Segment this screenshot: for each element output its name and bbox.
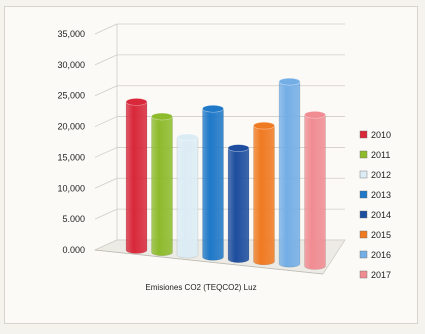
bar-top xyxy=(176,133,199,142)
bar-body xyxy=(253,125,275,266)
y-axis-ticks: 0.000 5.000 10,000 15,000 20,000 25,000 30,000… xyxy=(57,29,85,255)
bar-top xyxy=(125,98,148,106)
bar-2012 xyxy=(176,133,199,259)
y-tick-label: 30,000 xyxy=(57,60,85,70)
legend-item-2013: 2013 xyxy=(359,190,391,200)
gridline-depth-4 xyxy=(94,116,118,127)
bar-body xyxy=(176,137,199,259)
bar-top xyxy=(202,104,224,113)
bar-2010 xyxy=(125,98,148,254)
legend-label: 2014 xyxy=(371,210,391,220)
bars xyxy=(125,77,326,270)
bar-2016 xyxy=(278,77,301,268)
bar-body xyxy=(227,147,250,263)
y-tick-label: 0.000 xyxy=(62,245,85,255)
gridline-depth-2 xyxy=(94,177,118,189)
x-axis-line xyxy=(94,249,324,275)
legend-label: 2013 xyxy=(371,190,391,200)
bar-top xyxy=(253,121,275,130)
bar-body xyxy=(304,114,326,270)
bar-top xyxy=(278,77,301,86)
bar-top xyxy=(304,111,326,119)
legend-item-2016: 2016 xyxy=(359,250,391,260)
bar-2013 xyxy=(202,104,224,261)
bar-2017 xyxy=(304,111,326,270)
gridline-depth-3 xyxy=(94,147,118,158)
legend-swatch xyxy=(359,170,368,179)
bar-top xyxy=(151,112,173,121)
chart-frame: 0.000 5.000 10,000 15,000 20,000 25,000 30,000… xyxy=(4,6,418,324)
gridline-depth-6 xyxy=(94,54,118,66)
y-tick-label: 20,000 xyxy=(57,122,85,132)
bar-body xyxy=(151,116,173,257)
legend-label: 2011 xyxy=(371,150,390,160)
legend-item-2012: 2012 xyxy=(359,170,391,180)
y-tick-label: 35,000 xyxy=(57,29,85,39)
bar-top xyxy=(227,144,250,152)
legend-label: 2015 xyxy=(371,230,391,240)
legend-swatch xyxy=(359,230,368,239)
bar-body xyxy=(125,101,148,254)
bar-body xyxy=(278,81,301,268)
chart-svg: 0.000 5.000 10,000 15,000 20,000 25,000 30,000… xyxy=(57,23,391,292)
legend-item-2015: 2015 xyxy=(359,230,391,240)
bar-2015 xyxy=(253,121,275,266)
legend-swatch xyxy=(359,130,368,139)
bar-2011 xyxy=(151,112,173,257)
bar-2014 xyxy=(227,144,250,263)
legend-swatch xyxy=(359,190,368,199)
y-tick-label: 15,000 xyxy=(57,152,85,162)
legend-swatch xyxy=(359,210,368,219)
legend-item-2011: 2011 xyxy=(359,150,390,160)
legend-item-2017: 2017 xyxy=(359,270,391,280)
gridline-depth-5 xyxy=(94,85,118,97)
legend-label: 2012 xyxy=(371,170,391,180)
bar-body xyxy=(202,108,224,261)
y-tick-label: 10,000 xyxy=(57,183,85,193)
legend-label: 2010 xyxy=(371,130,391,140)
gridline-depth-1 xyxy=(94,208,118,220)
legend-label: 2016 xyxy=(371,250,391,260)
x-axis-label: Emisiones CO2 (TEQCO2) Luz xyxy=(145,283,256,292)
legend: 2010 2011 2012 2013 2014 2015 2016 2017 xyxy=(359,130,391,280)
legend-item-2014: 2014 xyxy=(359,210,391,220)
legend-swatch xyxy=(359,250,368,259)
legend-swatch xyxy=(359,270,368,279)
gridline-depth-7 xyxy=(94,23,118,35)
legend-label: 2017 xyxy=(371,270,391,280)
y-tick-label: 25,000 xyxy=(57,91,85,101)
legend-item-2010: 2010 xyxy=(359,130,391,140)
y-tick-label: 5.000 xyxy=(62,214,85,224)
legend-swatch xyxy=(359,150,368,159)
